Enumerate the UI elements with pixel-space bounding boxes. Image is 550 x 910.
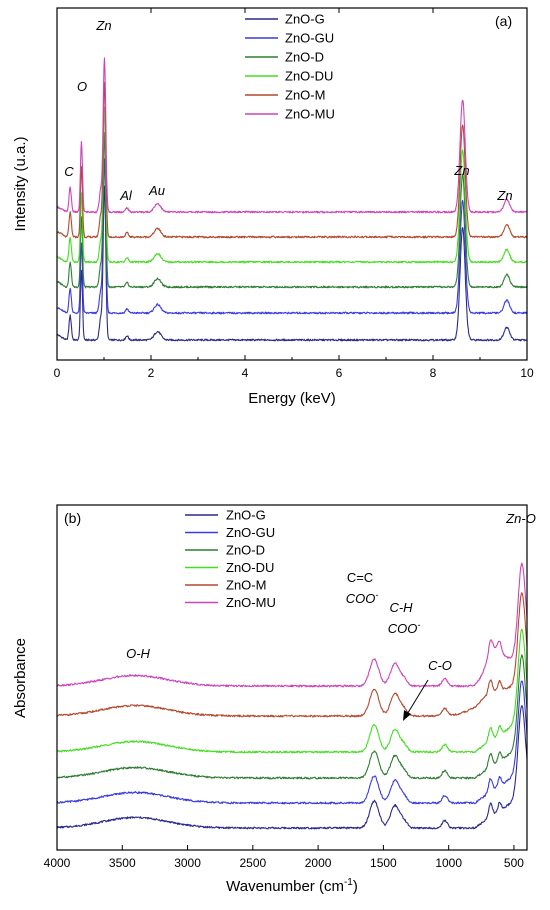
series-line-zno-mu: [57, 57, 527, 214]
series-line-zno-m: [57, 81, 527, 239]
band-annotation: COO-: [346, 590, 379, 606]
band-annotation: C-H: [389, 600, 413, 615]
panel-b-y-axis-title: Absorbance: [12, 638, 29, 718]
peak-annotation: Al: [119, 188, 133, 203]
legend-entry: ZnO-DU: [226, 560, 274, 575]
series-line-zno-du: [57, 628, 527, 754]
panel-a-legend: ZnO-G ZnO-GU ZnO-D ZnO-DU ZnO-M ZnO-MU: [245, 12, 335, 122]
panel-b-label: (b): [64, 510, 81, 526]
x-tick-label: 2: [148, 366, 155, 380]
series-line-zno-g: [57, 705, 527, 830]
panel-a-annotations: C O Zn Al Au Zn Zn: [64, 18, 512, 203]
x-tick-label: 500: [504, 856, 524, 870]
panel-b-x-ticks: 4000 3500 3000 2500 2000 1500 1000 500: [44, 845, 524, 870]
series-line-zno-du: [57, 106, 527, 264]
c-o-arrow-head: [403, 710, 411, 721]
panel-a-plot-area: [56, 7, 528, 361]
peak-annotation: O: [77, 79, 87, 94]
panel-a: 0 2 4 6 8 10 Energy (keV) Intensity (u.a.) (a…: [12, 7, 534, 407]
band-annotation: O-H: [126, 646, 150, 661]
panel-b-frame: [56, 504, 528, 851]
legend-entry: ZnO-GU: [226, 525, 275, 540]
series-line-zno-gu: [57, 158, 527, 315]
panel-b-plot-area: [56, 504, 528, 851]
x-tick-label: 0: [54, 366, 61, 380]
legend-entry: ZnO-M: [226, 578, 266, 593]
x-tick-label: 4000: [44, 856, 71, 870]
x-tick-label: 8: [430, 366, 437, 380]
legend-entry: ZnO-G: [285, 12, 325, 27]
x-tick-label: 2500: [239, 856, 266, 870]
legend-entry: ZnO-D: [285, 50, 324, 65]
panel-b: 4000 3500 3000 2500 2000 1500 1000 500 Wavenumb…: [12, 504, 536, 895]
panel-b-series-group: [57, 562, 527, 830]
x-tick-label: 1500: [370, 856, 397, 870]
peak-annotation: Au: [148, 183, 165, 198]
x-tick-label: 10: [520, 366, 534, 380]
series-line-zno-d: [57, 132, 527, 289]
peak-annotation: Zn: [95, 18, 111, 33]
peak-annotation: Zn: [453, 163, 469, 178]
x-tick-label: 3500: [109, 856, 136, 870]
x-tick-label: 2000: [305, 856, 332, 870]
x-tick-label: 6: [336, 366, 343, 380]
legend-entry: ZnO-M: [285, 88, 325, 103]
series-line-zno-mu: [57, 562, 527, 688]
series-line-zno-gu: [57, 680, 527, 805]
legend-entry: ZnO-D: [226, 543, 265, 558]
band-annotation: C=C: [347, 570, 373, 585]
legend-entry: ZnO-G: [226, 508, 266, 523]
panel-a-y-axis-title: Intensity (u.a.): [12, 136, 29, 231]
series-line-zno-m: [57, 592, 527, 718]
band-annotation: C-O: [428, 658, 452, 673]
peak-annotation: C: [64, 164, 74, 179]
band-annotation: Zn-O: [505, 511, 536, 526]
legend-entry: ZnO-MU: [285, 107, 335, 122]
series-line-zno-d: [57, 654, 527, 780]
panel-a-label: (a): [495, 13, 512, 29]
c-o-arrow-shaft: [405, 679, 429, 717]
x-tick-label: 1000: [435, 856, 462, 870]
panel-b-legend: ZnO-G ZnO-GU ZnO-D ZnO-DU ZnO-M ZnO-MU: [185, 508, 276, 610]
panel-a-x-axis-title: Energy (keV): [248, 390, 336, 407]
legend-entry: ZnO-MU: [226, 595, 276, 610]
x-tick-label: 3000: [174, 856, 201, 870]
band-annotation: COO-: [388, 620, 421, 636]
panel-b-x-axis-title: Wavenumber (cm-1): [226, 877, 358, 895]
peak-annotation: Zn: [496, 188, 512, 203]
panel-a-series-group: [57, 57, 527, 342]
series-line-zno-g: [57, 185, 527, 342]
panel-a-x-ticks: 0 2 4 6 8 10: [54, 8, 534, 380]
panel-b-annotations: O-H C=C COO- C-H COO- C-O Zn-O: [126, 511, 536, 721]
legend-entry: ZnO-DU: [285, 69, 333, 84]
legend-entry: ZnO-GU: [285, 31, 334, 46]
x-tick-label: 4: [242, 366, 249, 380]
